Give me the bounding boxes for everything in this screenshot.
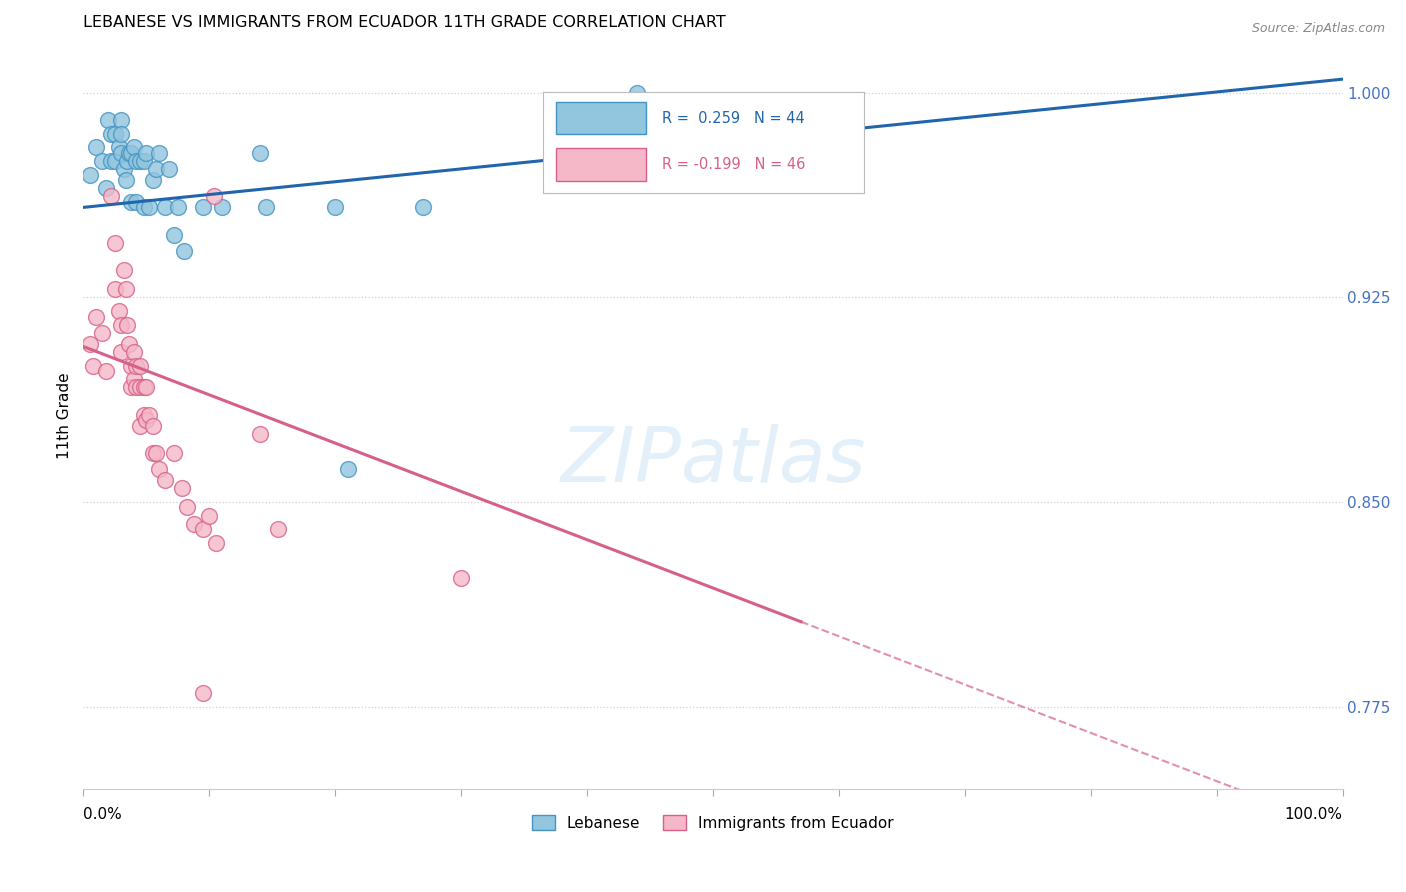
Point <box>142 446 165 460</box>
Point <box>135 380 157 394</box>
Point <box>129 359 152 373</box>
Point <box>120 359 142 373</box>
Point <box>132 380 155 394</box>
Point <box>323 200 346 214</box>
Point <box>267 522 290 536</box>
Point <box>110 113 132 128</box>
Point <box>148 145 170 160</box>
Point <box>110 145 132 160</box>
Point <box>82 359 104 373</box>
Point <box>91 326 114 340</box>
Point <box>211 200 233 214</box>
Point <box>79 336 101 351</box>
Text: LEBANESE VS IMMIGRANTS FROM ECUADOR 11TH GRADE CORRELATION CHART: LEBANESE VS IMMIGRANTS FROM ECUADOR 11TH… <box>83 15 725 30</box>
Text: 0.0%: 0.0% <box>83 807 122 822</box>
Point <box>104 153 127 168</box>
Point <box>145 162 167 177</box>
Point <box>202 189 225 203</box>
Point <box>135 145 157 160</box>
Point <box>132 200 155 214</box>
Point <box>176 500 198 515</box>
Point <box>626 86 648 100</box>
Text: Source: ZipAtlas.com: Source: ZipAtlas.com <box>1251 22 1385 36</box>
Point <box>183 516 205 531</box>
Point <box>100 153 122 168</box>
Point <box>117 318 139 332</box>
Point <box>142 173 165 187</box>
Point <box>249 426 271 441</box>
Point <box>125 194 148 209</box>
Point <box>204 536 226 550</box>
Point <box>104 235 127 250</box>
Point <box>125 359 148 373</box>
Point <box>450 571 472 585</box>
Point <box>157 162 180 177</box>
Point <box>191 200 214 214</box>
Point <box>110 345 132 359</box>
Point <box>191 522 214 536</box>
Point <box>129 380 152 394</box>
Point <box>163 446 186 460</box>
Point <box>254 200 277 214</box>
Point <box>97 113 120 128</box>
Text: 100.0%: 100.0% <box>1285 807 1343 822</box>
Point <box>84 140 107 154</box>
Point <box>100 127 122 141</box>
Legend: Lebanese, Immigrants from Ecuador: Lebanese, Immigrants from Ecuador <box>526 808 900 837</box>
Point <box>132 153 155 168</box>
Point <box>129 153 152 168</box>
Point <box>153 200 176 214</box>
Point <box>110 318 132 332</box>
Point <box>336 462 359 476</box>
Point <box>198 508 221 523</box>
Point <box>122 372 145 386</box>
Point <box>129 418 152 433</box>
Point <box>138 408 160 422</box>
Point <box>163 227 186 242</box>
Point <box>110 127 132 141</box>
Point <box>125 380 148 394</box>
Point <box>122 140 145 154</box>
Point <box>145 446 167 460</box>
Point <box>148 462 170 476</box>
Y-axis label: 11th Grade: 11th Grade <box>58 373 72 459</box>
Point <box>104 127 127 141</box>
Point <box>249 145 271 160</box>
Text: ZIPatlas: ZIPatlas <box>560 424 866 498</box>
Point <box>104 282 127 296</box>
Point <box>107 140 129 154</box>
Point <box>84 310 107 324</box>
Point <box>117 153 139 168</box>
Point <box>120 194 142 209</box>
Point <box>94 364 117 378</box>
Point <box>115 282 138 296</box>
Point <box>100 189 122 203</box>
Point <box>112 162 135 177</box>
Point <box>142 418 165 433</box>
Point <box>117 145 139 160</box>
Point <box>166 200 188 214</box>
Point <box>79 168 101 182</box>
Point <box>132 408 155 422</box>
Point <box>191 686 214 700</box>
Point <box>115 173 138 187</box>
Point <box>138 200 160 214</box>
Point <box>135 413 157 427</box>
Point <box>120 145 142 160</box>
Point <box>94 181 117 195</box>
Point <box>112 263 135 277</box>
Point <box>613 145 636 160</box>
Point <box>170 482 193 496</box>
Point <box>125 153 148 168</box>
Point <box>122 345 145 359</box>
Point <box>117 336 139 351</box>
Point <box>91 153 114 168</box>
Point <box>120 380 142 394</box>
Point <box>173 244 195 258</box>
Point <box>107 304 129 318</box>
Point <box>153 473 176 487</box>
Point <box>412 200 434 214</box>
